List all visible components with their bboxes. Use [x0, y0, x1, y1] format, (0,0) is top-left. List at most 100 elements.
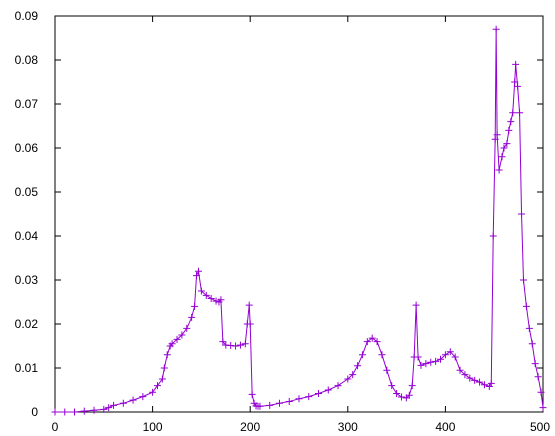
- data-point-marker: [373, 338, 381, 346]
- data-point-marker: [476, 378, 484, 386]
- x-tick-label: 200: [240, 420, 260, 434]
- data-point-marker: [466, 374, 474, 382]
- data-point-marker: [437, 355, 445, 363]
- data-point-marker: [456, 366, 464, 374]
- data-point-marker: [503, 140, 511, 148]
- series-1: [51, 25, 547, 416]
- data-point-marker: [248, 390, 256, 398]
- data-point-marker: [471, 376, 479, 384]
- data-point-marker: [539, 404, 547, 412]
- data-point-marker: [129, 396, 137, 404]
- data-point-marker: [344, 375, 352, 383]
- data-point-marker: [432, 357, 440, 365]
- data-point-marker: [528, 340, 536, 348]
- data-point-marker: [207, 294, 215, 302]
- data-point-marker: [194, 267, 202, 275]
- y-tick-label: 0.04: [15, 229, 39, 243]
- data-point-marker: [516, 109, 524, 117]
- data-point-marker: [509, 109, 517, 117]
- data-point-marker: [197, 287, 205, 295]
- x-tick-label: 300: [338, 420, 358, 434]
- y-tick-label: 0: [31, 405, 38, 419]
- data-point-marker: [405, 391, 413, 399]
- data-point-marker: [193, 272, 201, 280]
- data-point-marker: [168, 340, 176, 348]
- data-point-marker: [256, 402, 264, 410]
- plot-frame: [54, 15, 544, 413]
- data-point-marker: [202, 291, 210, 299]
- data-point-marker: [451, 353, 459, 361]
- data-point-marker: [383, 366, 391, 374]
- data-point-marker: [119, 399, 127, 407]
- data-point-marker: [315, 390, 323, 398]
- data-point-marker: [414, 353, 422, 361]
- data-point-marker: [188, 313, 196, 321]
- data-point-marker: [212, 297, 220, 305]
- data-point-marker: [537, 388, 545, 396]
- data-point-marker: [105, 404, 113, 412]
- data-point-marker: [217, 296, 225, 304]
- x-tick-label: 0: [52, 420, 59, 434]
- data-point-marker: [295, 395, 303, 403]
- data-point-marker: [388, 382, 396, 390]
- data-point-marker: [500, 144, 508, 152]
- data-point-marker: [446, 348, 454, 356]
- data-point-marker: [246, 320, 254, 328]
- data-point-marker: [487, 379, 495, 387]
- data-point-marker: [368, 334, 376, 342]
- data-point-marker: [363, 338, 371, 346]
- data-point-marker: [461, 371, 469, 379]
- data-point-marker: [408, 382, 416, 390]
- data-point-marker: [495, 166, 503, 174]
- data-point-marker: [378, 351, 386, 359]
- data-point-marker: [518, 210, 526, 218]
- y-tick-label: 0.03: [15, 273, 39, 287]
- data-point-marker: [512, 60, 520, 68]
- data-point-marker: [191, 302, 199, 310]
- data-point-marker: [153, 382, 161, 390]
- data-point-marker: [498, 153, 506, 161]
- data-point-marker: [245, 301, 253, 309]
- data-point-marker: [80, 407, 88, 415]
- data-point-marker: [397, 393, 405, 401]
- data-point-marker: [412, 301, 420, 309]
- data-point-marker: [393, 390, 401, 398]
- data-point-marker: [51, 408, 59, 416]
- data-point-marker: [358, 351, 366, 359]
- data-point-marker: [531, 360, 539, 368]
- data-point-marker: [514, 82, 522, 90]
- data-point-marker: [417, 361, 425, 369]
- data-point-marker: [525, 324, 533, 332]
- data-point-marker: [266, 401, 274, 409]
- data-point-marker: [441, 351, 449, 359]
- data-point-marker: [534, 373, 542, 381]
- data-point-marker: [178, 331, 186, 339]
- data-point-marker: [236, 341, 244, 349]
- data-point-marker: [149, 388, 157, 396]
- data-point-marker: [489, 232, 497, 240]
- data-point-marker: [275, 399, 283, 407]
- y-tick-label: 0.05: [15, 185, 39, 199]
- data-point-marker: [183, 324, 191, 332]
- data-point-marker: [163, 351, 171, 359]
- data-point-marker: [427, 358, 435, 366]
- data-point-marker: [507, 118, 515, 126]
- data-point-marker: [173, 335, 181, 343]
- x-tick-label: 500: [530, 420, 550, 434]
- data-point-marker: [90, 406, 98, 414]
- x-tick-label: 100: [143, 420, 163, 434]
- y-tick-label: 0.02: [15, 317, 39, 331]
- data-point-marker: [71, 408, 79, 416]
- data-point-marker: [511, 78, 519, 86]
- data-point-marker: [110, 401, 118, 409]
- y-tick-label: 0.09: [15, 9, 39, 23]
- data-point-marker: [61, 408, 69, 416]
- x-tick-labels: 0 100 200 300 400 500: [52, 420, 551, 434]
- data-point-marker: [219, 338, 227, 346]
- data-point-marker: [493, 131, 501, 139]
- series-line: [55, 29, 544, 413]
- data-point-marker: [349, 371, 357, 379]
- data-point-marker: [139, 393, 147, 401]
- tick-marks: [54, 15, 544, 413]
